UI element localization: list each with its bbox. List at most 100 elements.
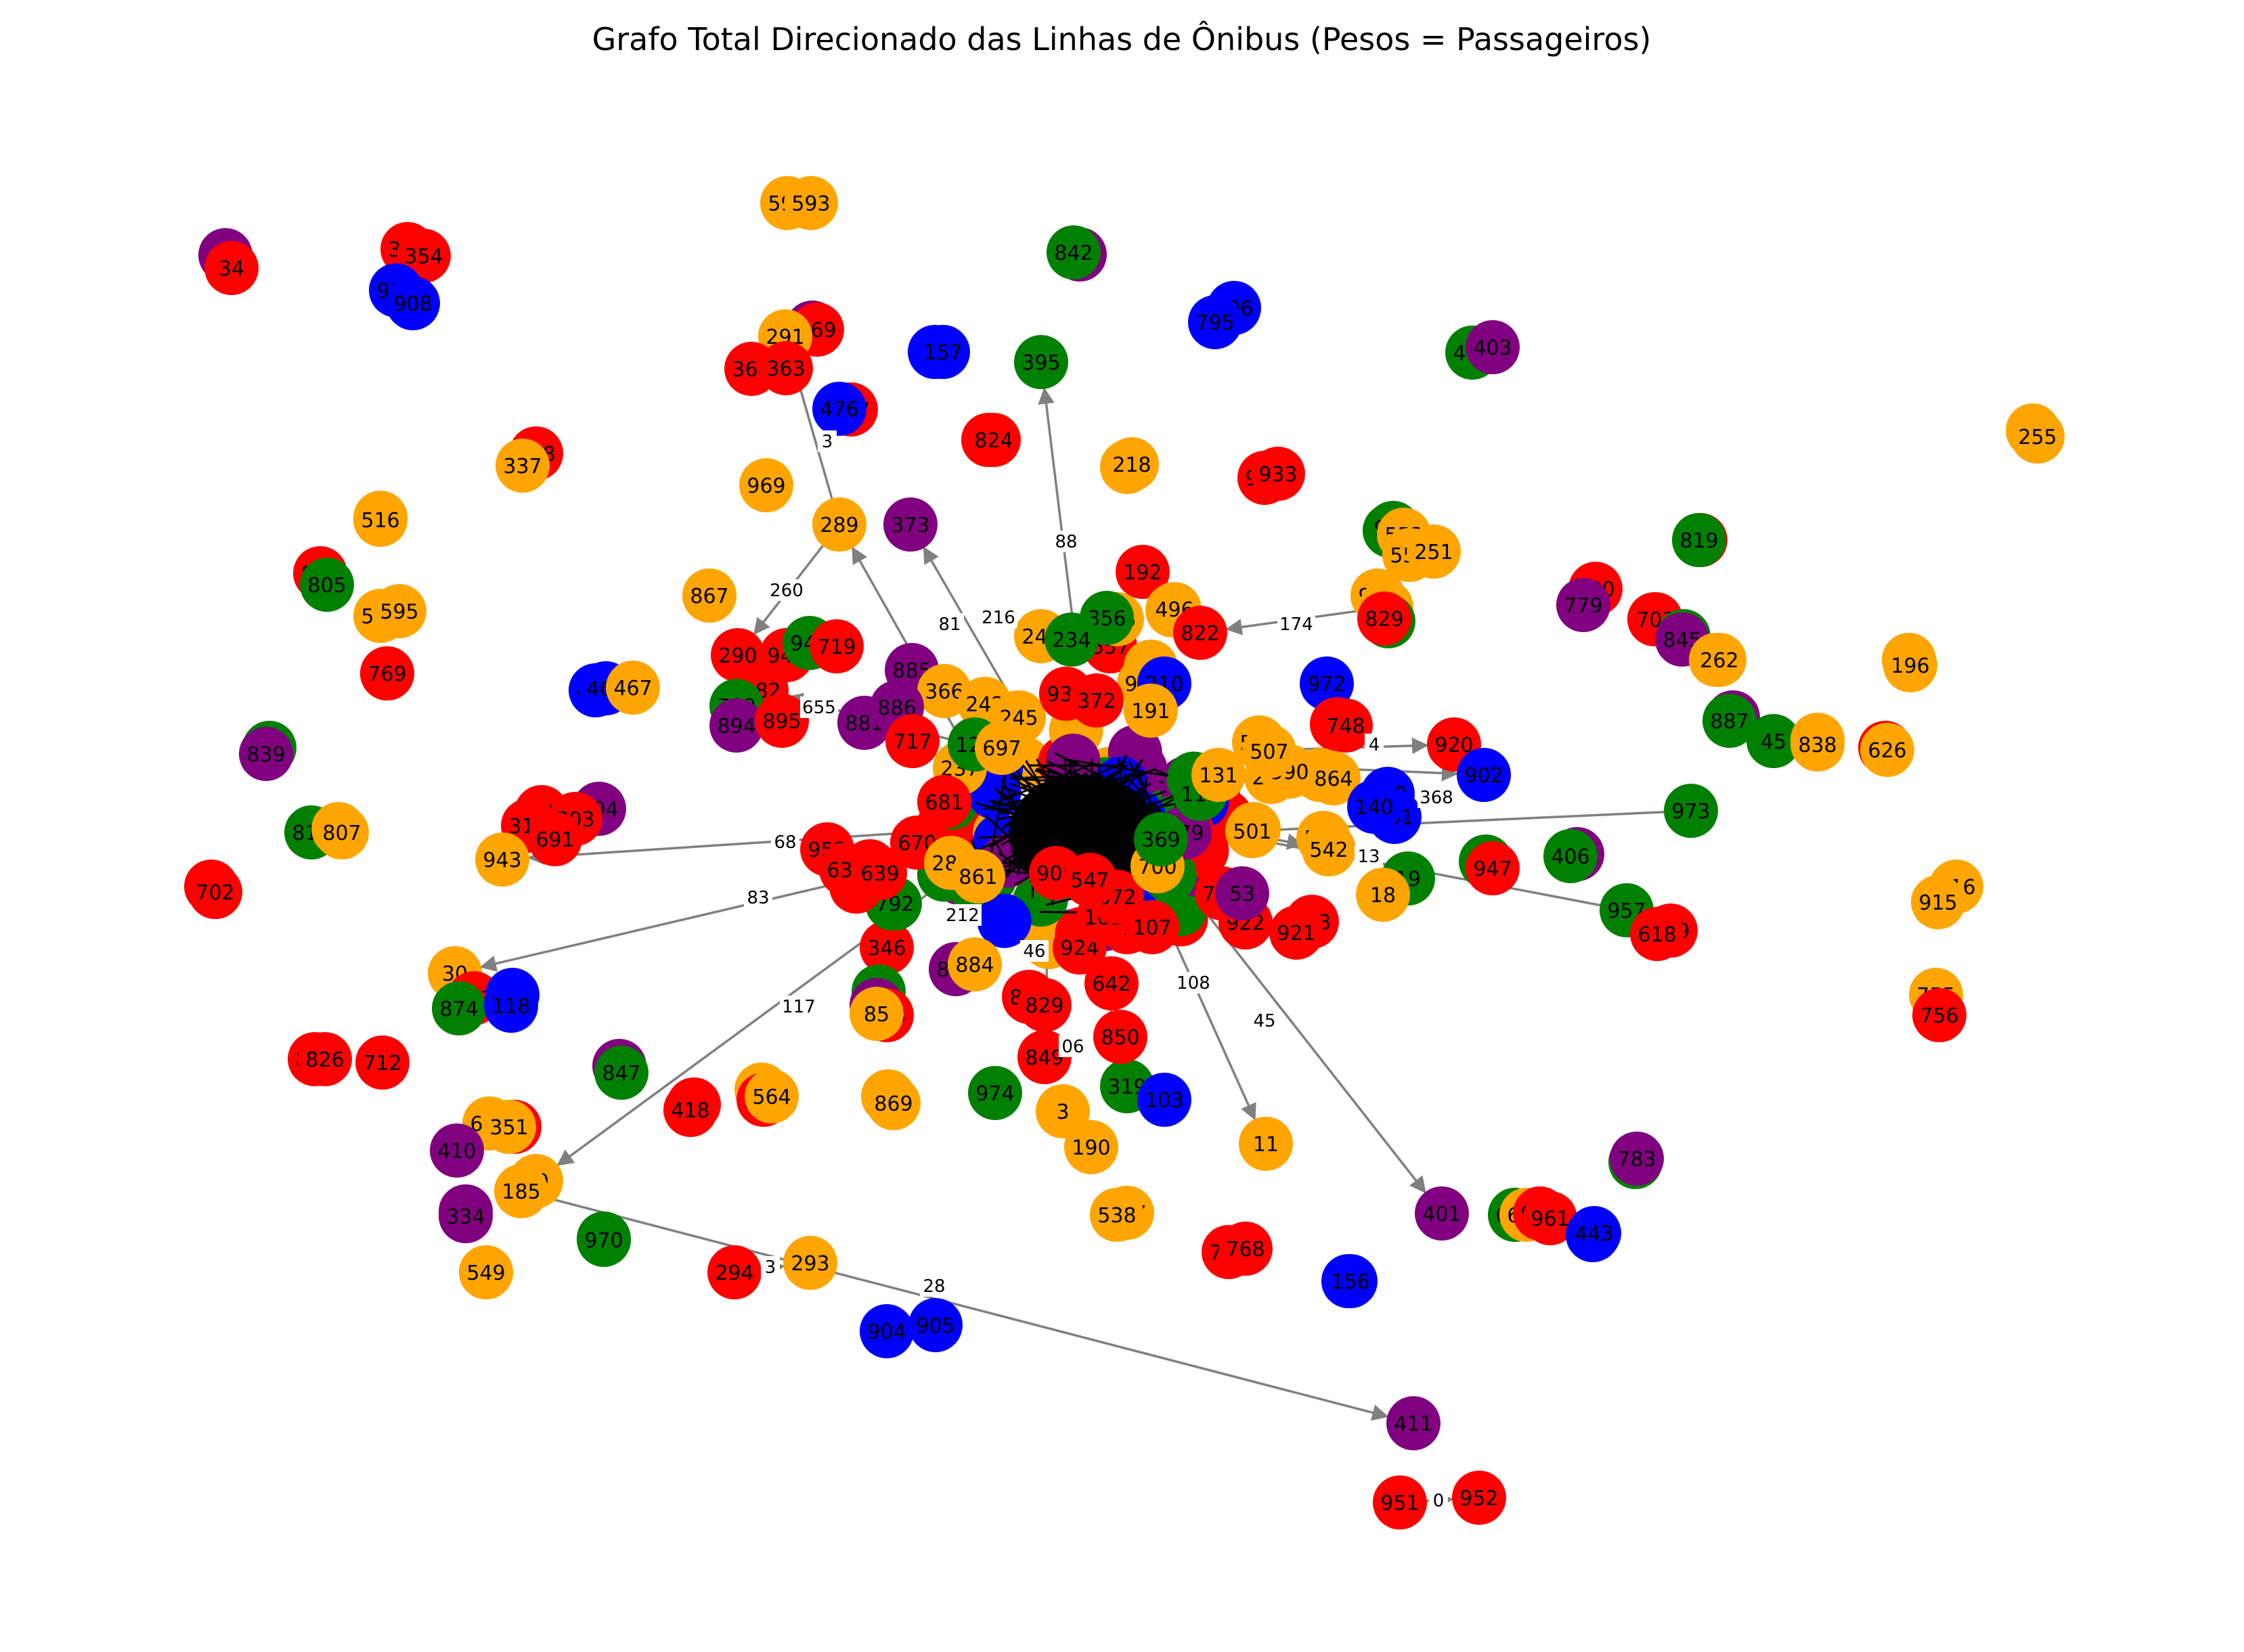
node-947: 947: [1466, 841, 1520, 895]
node-401: 401: [1415, 1186, 1469, 1241]
node-circle: [1084, 956, 1139, 1010]
node-label: 234: [1052, 629, 1091, 652]
node-403: 403: [1466, 320, 1520, 374]
node-label: 476: [820, 398, 858, 422]
node-label: 768: [1226, 1238, 1264, 1262]
node-label: 411: [1394, 1412, 1432, 1436]
node-circle: [1860, 723, 1914, 777]
node-346: 346: [860, 920, 914, 975]
node-label: 118: [491, 995, 530, 1019]
node-783: 783: [1610, 1132, 1664, 1186]
node-circle: [1044, 612, 1099, 667]
node-626: 626: [1860, 723, 1914, 777]
node-label: 507: [1250, 740, 1288, 764]
edge-weight-label: 260: [768, 579, 806, 601]
node-label: 363: [766, 357, 805, 381]
node-869: 869: [866, 1076, 921, 1130]
node-label: 681: [925, 791, 963, 815]
edge-weight-label: 4: [1365, 734, 1384, 755]
node-label: 334: [446, 1205, 485, 1229]
edge-weight-text: 260: [770, 581, 804, 601]
node-circle: [1407, 524, 1461, 579]
edge-weight-text: 13: [1357, 847, 1380, 867]
node-904: 904: [860, 1304, 914, 1358]
node-538: 538: [1090, 1188, 1144, 1242]
node-label: 869: [874, 1092, 912, 1116]
node-53: 53: [1215, 866, 1269, 920]
edge-weight-label: 174: [1277, 613, 1315, 635]
edge-weight-label: 117: [780, 996, 818, 1017]
edge-weight-label: 68: [771, 831, 799, 853]
node-label: 972: [1307, 673, 1346, 696]
node-circle: [1302, 822, 1356, 876]
edge-weight-text: 655: [802, 698, 836, 718]
node-circle: [951, 849, 1005, 903]
node-label: 11: [1253, 1133, 1279, 1157]
node-circle: [204, 241, 259, 295]
edge-weight-label: 46: [1020, 940, 1049, 962]
node-circle: [300, 558, 354, 612]
node-label: 795: [1195, 311, 1234, 335]
node-262: 262: [1692, 633, 1746, 687]
hub-edge: [997, 852, 1034, 877]
edge-weight-text: 28: [923, 1276, 945, 1297]
node-467: 467: [606, 661, 660, 715]
node-702: 702: [188, 865, 242, 919]
node-circle: [1466, 320, 1520, 374]
node-label: 874: [439, 998, 478, 1021]
node-circle: [812, 382, 866, 436]
node-label: 864: [1314, 767, 1352, 791]
node-547: 547: [1063, 853, 1117, 907]
node-circle: [439, 1189, 493, 1243]
edge-weight-text: 68: [774, 832, 796, 853]
node-label: 289: [820, 514, 858, 537]
node-639: 639: [853, 846, 907, 900]
edge-weight-label-bg: [936, 613, 964, 635]
node-circle: [606, 661, 660, 715]
node-label: 218: [1112, 453, 1151, 477]
node-label: 691: [535, 828, 574, 852]
node-circle: [885, 714, 940, 768]
node-107: 107: [1125, 900, 1179, 954]
node-373: 373: [883, 497, 938, 552]
node-807: 807: [315, 805, 369, 860]
node-label: 140: [1355, 796, 1393, 820]
node-894: 894: [709, 698, 764, 753]
edge-hub-395: [1038, 387, 1078, 650]
node-label: 719: [817, 635, 856, 659]
node-label: 783: [1617, 1148, 1656, 1171]
node-label: 401: [1422, 1203, 1461, 1226]
node-circle: [430, 1123, 484, 1178]
node-label: 191: [1131, 700, 1170, 723]
node-label: 293: [791, 1252, 829, 1276]
node-circle: [812, 497, 866, 552]
node-516: 516: [353, 493, 408, 547]
node-circle: [315, 805, 369, 860]
node-circle: [1452, 1471, 1506, 1525]
node-label: 920: [1434, 734, 1473, 757]
edge-weight-text: 0: [1433, 1491, 1445, 1511]
edge-weight-label-bg: [944, 904, 982, 926]
node-circle: [1014, 335, 1068, 389]
edge-weight-label: 3: [818, 430, 837, 452]
node-circle: [1134, 812, 1188, 866]
node-circle: [1269, 906, 1323, 960]
edge-weight-text: 81: [938, 615, 961, 635]
node-circle: [1218, 1222, 1273, 1276]
node-18: 18: [1356, 868, 1410, 922]
node-label: 410: [437, 1140, 476, 1163]
edge-weight-label: 28: [920, 1275, 948, 1297]
edge-weight-text: 45: [1253, 1011, 1275, 1031]
node-circle: [1047, 225, 1101, 280]
node-circle: [372, 584, 426, 638]
node-822: 822: [1173, 606, 1227, 660]
node-label: 829: [1365, 608, 1403, 631]
node-label: 947: [1473, 857, 1512, 881]
node-label: 769: [368, 663, 406, 686]
node-11: 11: [1239, 1117, 1293, 1171]
node-circle: [594, 1046, 648, 1100]
node-label: 717: [893, 730, 931, 754]
node-circle: [739, 458, 793, 512]
node-label: 895: [762, 710, 801, 734]
node-label: 894: [717, 715, 755, 738]
